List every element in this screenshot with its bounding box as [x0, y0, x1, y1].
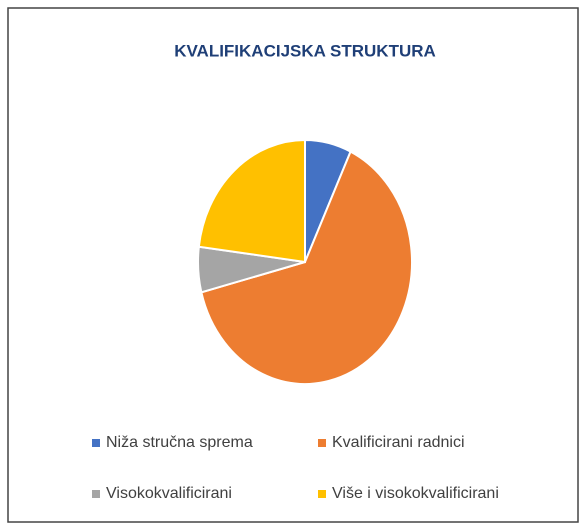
legend-label: Visokokvalificirani: [106, 485, 232, 502]
legend-marker: [318, 490, 326, 498]
legend-marker: [92, 490, 100, 498]
chart-title: KVALIFIKACIJSKA STRUKTURA: [174, 41, 436, 60]
legend-marker: [92, 439, 100, 447]
pie-slice: [197, 138, 306, 264]
legend-label: Kvalificirani radnici: [332, 434, 465, 451]
legend-marker: [318, 439, 326, 447]
pie-slice: [200, 150, 413, 385]
legend-label: Niža stručna sprema: [106, 434, 253, 451]
legend-label: Više i visokokvalificirani: [332, 485, 499, 502]
